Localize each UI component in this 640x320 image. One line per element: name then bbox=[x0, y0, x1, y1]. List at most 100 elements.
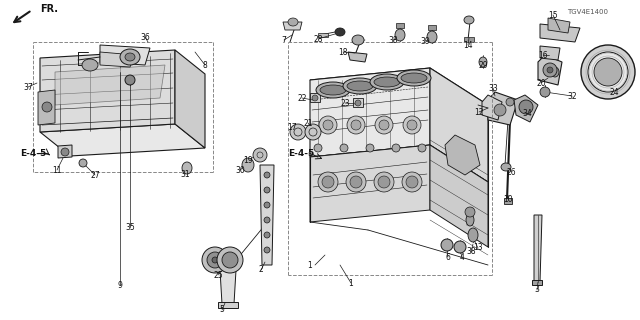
Text: 11: 11 bbox=[52, 165, 61, 174]
Ellipse shape bbox=[464, 16, 474, 24]
Ellipse shape bbox=[479, 57, 487, 67]
Text: FR.: FR. bbox=[40, 4, 58, 14]
Text: 1: 1 bbox=[308, 260, 312, 269]
Text: 36: 36 bbox=[140, 33, 150, 42]
Text: 18: 18 bbox=[339, 47, 348, 57]
Text: 1: 1 bbox=[349, 278, 353, 287]
Text: 21: 21 bbox=[303, 118, 313, 127]
Ellipse shape bbox=[547, 67, 553, 73]
Polygon shape bbox=[310, 68, 430, 157]
Text: 19: 19 bbox=[243, 156, 253, 164]
Text: 33: 33 bbox=[488, 84, 498, 92]
Polygon shape bbox=[310, 145, 488, 194]
Ellipse shape bbox=[588, 52, 628, 92]
Text: 9: 9 bbox=[118, 281, 122, 290]
Polygon shape bbox=[396, 23, 404, 28]
Text: 32: 32 bbox=[567, 92, 577, 100]
Ellipse shape bbox=[316, 82, 350, 98]
Polygon shape bbox=[220, 270, 236, 304]
Ellipse shape bbox=[288, 18, 298, 26]
Text: 24: 24 bbox=[609, 87, 619, 97]
Polygon shape bbox=[283, 22, 302, 30]
Ellipse shape bbox=[42, 102, 52, 112]
Ellipse shape bbox=[79, 159, 87, 167]
Text: 14: 14 bbox=[463, 41, 473, 50]
Polygon shape bbox=[175, 50, 205, 148]
Ellipse shape bbox=[465, 207, 475, 217]
Ellipse shape bbox=[343, 78, 377, 94]
Polygon shape bbox=[464, 37, 474, 42]
Text: 34: 34 bbox=[522, 108, 532, 117]
Polygon shape bbox=[445, 135, 480, 175]
Ellipse shape bbox=[202, 247, 228, 273]
Ellipse shape bbox=[319, 116, 337, 134]
Text: 31: 31 bbox=[180, 170, 190, 179]
Ellipse shape bbox=[506, 98, 514, 106]
Polygon shape bbox=[100, 45, 150, 65]
Polygon shape bbox=[430, 68, 488, 182]
Text: 20: 20 bbox=[536, 78, 546, 87]
Polygon shape bbox=[504, 198, 512, 204]
Text: 35: 35 bbox=[125, 222, 135, 231]
Text: 7: 7 bbox=[282, 36, 287, 44]
Polygon shape bbox=[218, 302, 238, 308]
Ellipse shape bbox=[322, 176, 334, 188]
Polygon shape bbox=[428, 25, 436, 30]
Ellipse shape bbox=[395, 29, 405, 41]
Ellipse shape bbox=[379, 120, 389, 130]
Ellipse shape bbox=[402, 172, 422, 192]
Ellipse shape bbox=[519, 100, 533, 114]
Text: 38: 38 bbox=[466, 247, 476, 257]
Polygon shape bbox=[514, 95, 538, 122]
Text: 6: 6 bbox=[445, 252, 451, 261]
Text: 13: 13 bbox=[473, 244, 483, 252]
Ellipse shape bbox=[242, 158, 254, 172]
Polygon shape bbox=[260, 165, 274, 265]
Polygon shape bbox=[540, 24, 580, 42]
Polygon shape bbox=[100, 52, 135, 67]
Text: 16: 16 bbox=[538, 51, 548, 60]
Text: 27: 27 bbox=[90, 171, 100, 180]
Ellipse shape bbox=[418, 144, 426, 152]
Ellipse shape bbox=[351, 120, 361, 130]
Ellipse shape bbox=[352, 35, 364, 45]
Ellipse shape bbox=[501, 163, 511, 171]
Ellipse shape bbox=[61, 148, 69, 156]
Polygon shape bbox=[310, 145, 430, 222]
Text: 38: 38 bbox=[388, 36, 398, 44]
Ellipse shape bbox=[551, 67, 559, 77]
Ellipse shape bbox=[427, 31, 437, 43]
Ellipse shape bbox=[312, 95, 318, 101]
Polygon shape bbox=[310, 68, 488, 117]
Ellipse shape bbox=[120, 49, 140, 65]
Text: 12: 12 bbox=[474, 108, 484, 116]
Ellipse shape bbox=[182, 162, 192, 174]
Ellipse shape bbox=[212, 257, 218, 263]
Ellipse shape bbox=[347, 81, 373, 91]
Polygon shape bbox=[534, 215, 542, 282]
Ellipse shape bbox=[397, 70, 431, 86]
Polygon shape bbox=[482, 95, 502, 120]
Text: 28: 28 bbox=[313, 35, 323, 44]
Ellipse shape bbox=[264, 232, 270, 238]
Ellipse shape bbox=[374, 172, 394, 192]
Ellipse shape bbox=[125, 75, 135, 85]
Text: E-4-5: E-4-5 bbox=[20, 148, 46, 157]
Ellipse shape bbox=[264, 172, 270, 178]
Polygon shape bbox=[40, 50, 175, 132]
Text: 4: 4 bbox=[460, 252, 465, 261]
Ellipse shape bbox=[441, 239, 453, 251]
Polygon shape bbox=[488, 92, 518, 125]
Ellipse shape bbox=[366, 144, 374, 152]
Ellipse shape bbox=[594, 58, 622, 86]
Text: 15: 15 bbox=[548, 11, 558, 20]
Text: 10: 10 bbox=[503, 196, 513, 204]
Ellipse shape bbox=[540, 87, 550, 97]
Polygon shape bbox=[318, 33, 328, 37]
Polygon shape bbox=[532, 280, 542, 285]
Polygon shape bbox=[310, 93, 320, 102]
Ellipse shape bbox=[290, 124, 306, 140]
Text: 29: 29 bbox=[478, 60, 488, 69]
Text: 39: 39 bbox=[420, 36, 430, 45]
Ellipse shape bbox=[378, 176, 390, 188]
